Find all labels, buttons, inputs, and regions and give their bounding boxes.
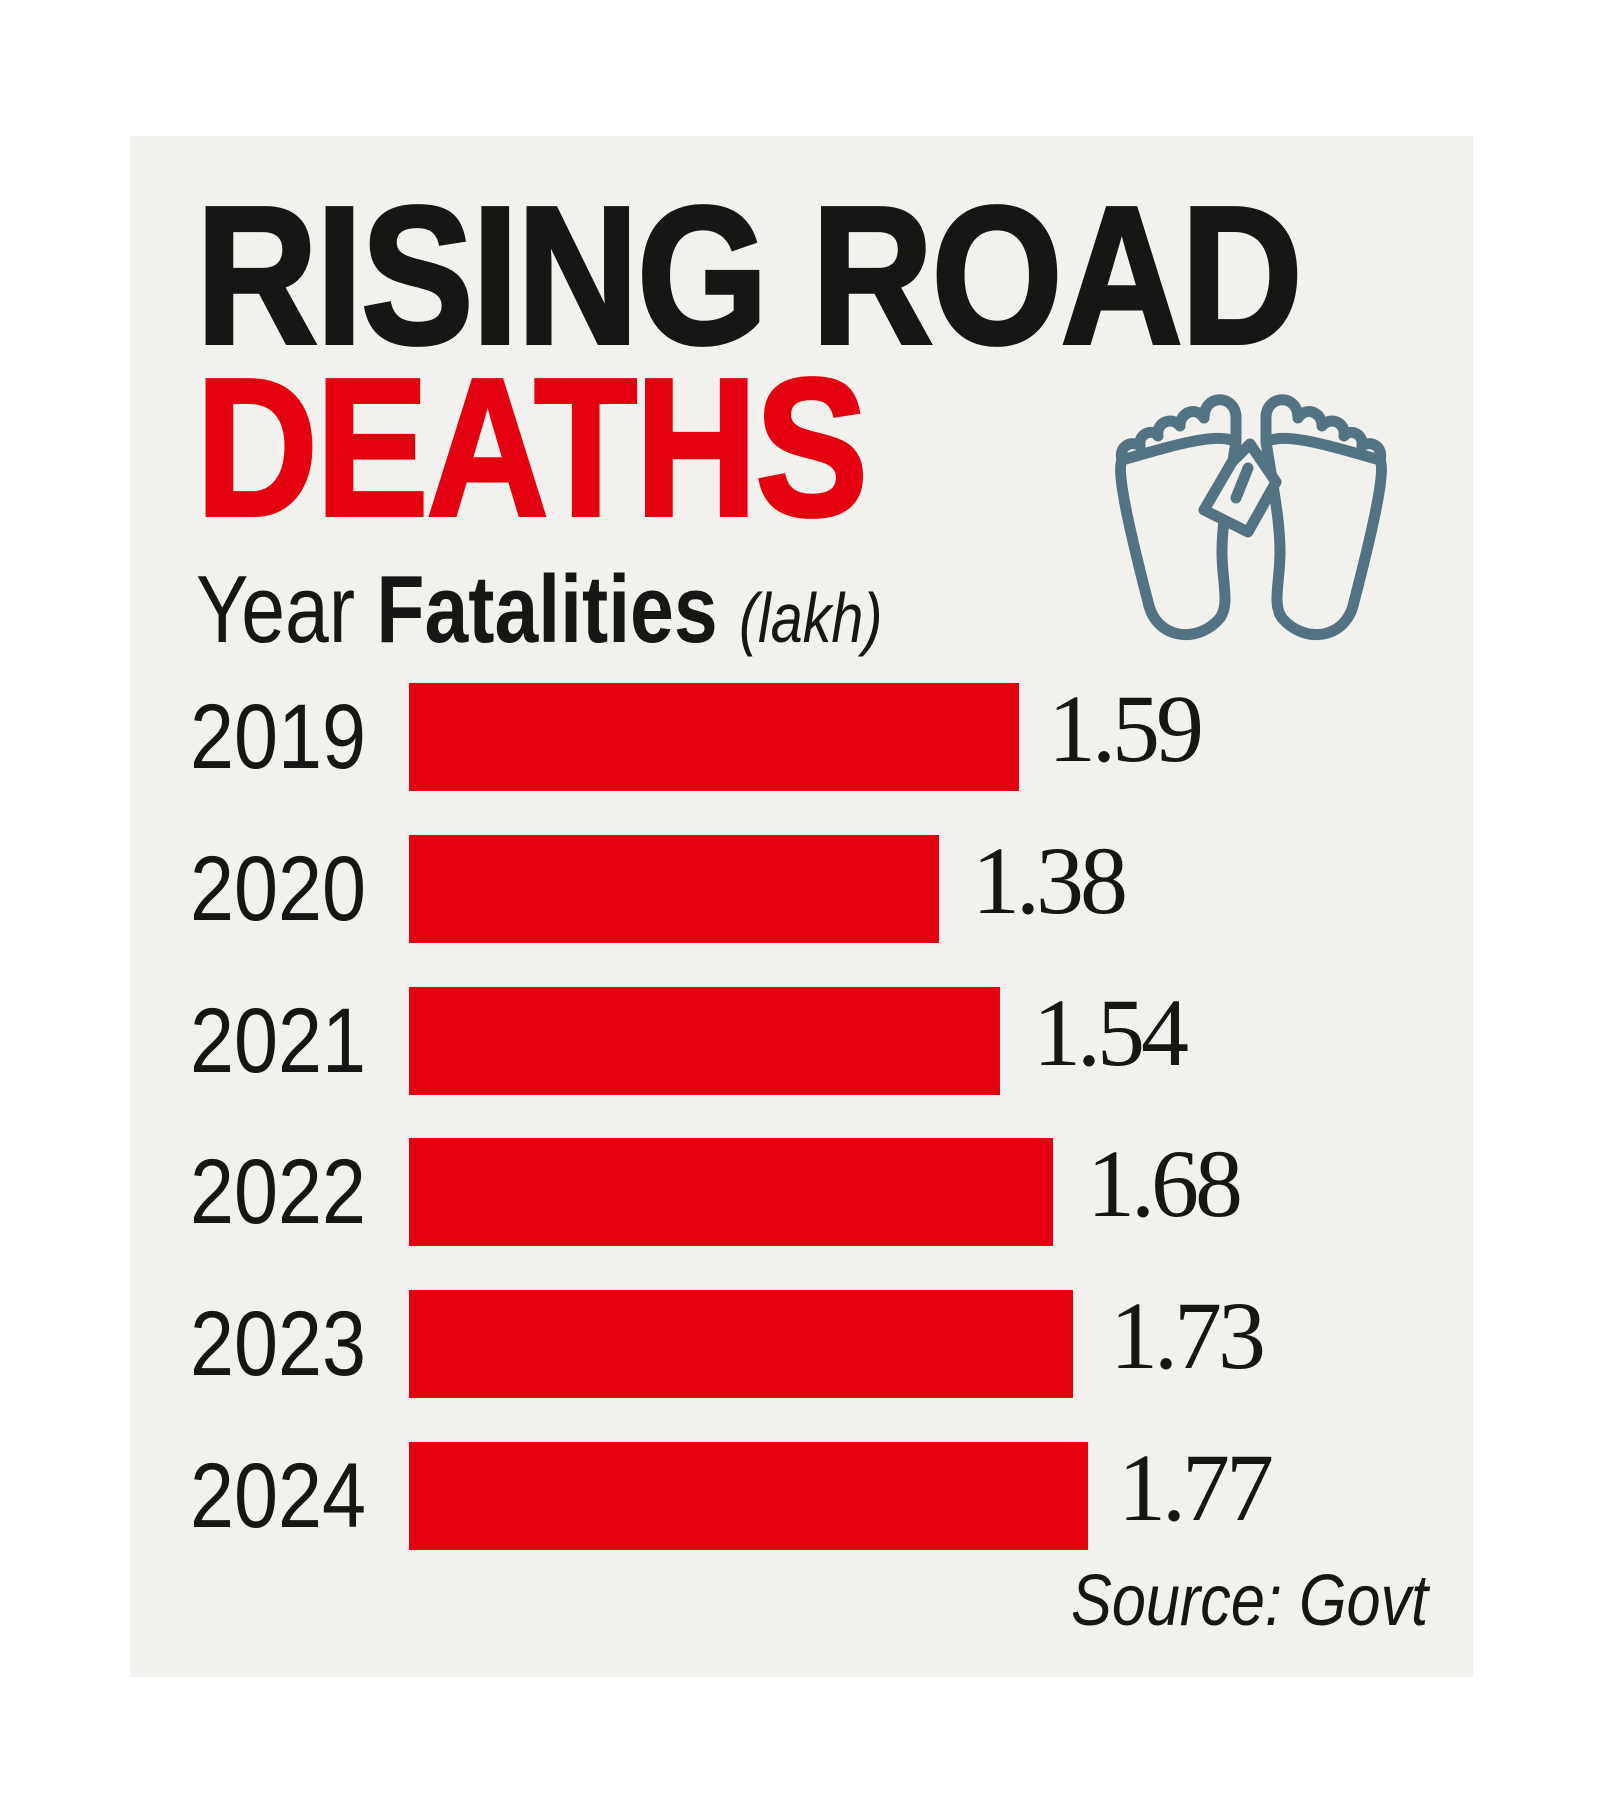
year-label: 2019: [190, 686, 367, 788]
value-label: 1.59: [1048, 675, 1204, 782]
year-label: 2022: [190, 1141, 367, 1243]
year-label: 2020: [190, 838, 367, 940]
column-header: Year Fatalities (lakh): [196, 555, 883, 663]
source-note: Source: Govt: [1070, 1561, 1428, 1641]
value-label: 1.38: [972, 827, 1128, 934]
bar-2019: [409, 683, 1019, 791]
value-label: 1.73: [1110, 1282, 1266, 1389]
bar-2024: [409, 1442, 1088, 1550]
table-row: 2020 1.38: [0, 827, 1600, 943]
table-row: 2022 1.68: [0, 1130, 1600, 1246]
year-label: 2021: [190, 990, 367, 1092]
table-row: 2023 1.73: [0, 1282, 1600, 1398]
unit-label: (lakh): [738, 579, 883, 657]
value-label: 1.54: [1033, 979, 1189, 1086]
table-row: 2019 1.59: [0, 675, 1600, 791]
bar-2021: [409, 987, 1000, 1095]
bar-2020: [409, 835, 939, 943]
year-column-label: Year: [196, 556, 356, 663]
title-line-2: DEATHS: [194, 338, 869, 557]
year-label: 2023: [190, 1293, 367, 1395]
table-row: 2021 1.54: [0, 979, 1600, 1095]
year-label: 2024: [190, 1445, 367, 1547]
fatalities-column-label: Fatalities: [376, 556, 718, 663]
table-row: 2024 1.77: [0, 1434, 1600, 1550]
bar-2022: [409, 1138, 1053, 1246]
title-line-1: RISING ROAD: [194, 166, 1304, 385]
value-label: 1.68: [1087, 1130, 1243, 1237]
bar-2023: [409, 1290, 1073, 1398]
value-label: 1.77: [1118, 1434, 1274, 1541]
feet-with-toe-tag-icon: [1108, 382, 1394, 652]
